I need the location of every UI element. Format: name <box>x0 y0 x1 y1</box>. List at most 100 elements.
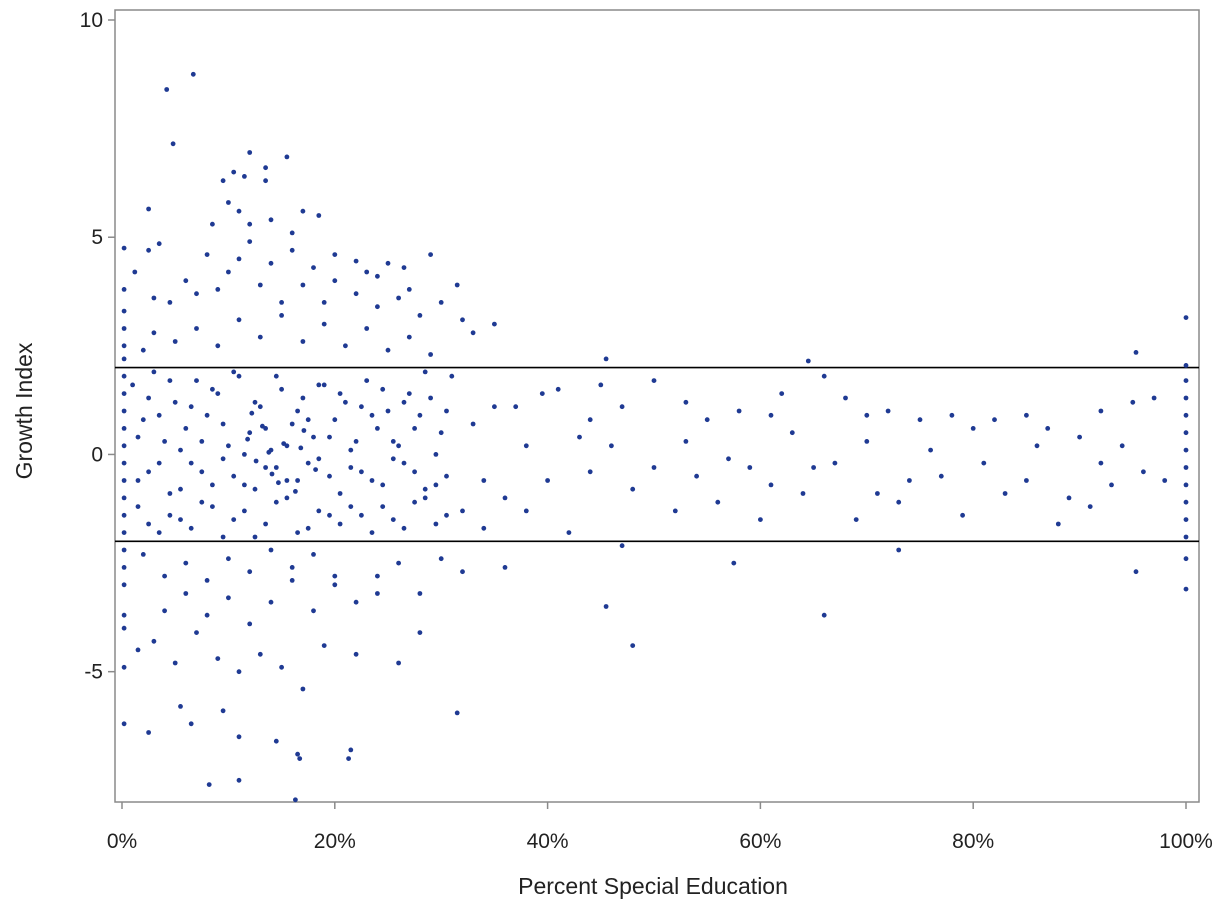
data-point <box>406 391 412 396</box>
data-point <box>412 469 417 475</box>
data-point <box>337 491 343 496</box>
data-point <box>385 408 391 414</box>
data-point <box>183 591 189 596</box>
data-point <box>215 287 221 292</box>
data-point <box>172 339 178 344</box>
data-point <box>343 343 348 349</box>
data-point <box>1183 412 1189 418</box>
y-tick-label: 5 <box>91 226 103 249</box>
data-point <box>380 504 386 509</box>
data-point <box>146 395 152 401</box>
data-point <box>1183 534 1189 540</box>
data-point <box>375 304 380 310</box>
data-point <box>316 382 322 388</box>
data-point <box>194 630 199 635</box>
data-point <box>276 480 281 486</box>
data-point <box>121 356 127 362</box>
data-point <box>284 154 290 160</box>
data-point <box>305 525 311 531</box>
data-point <box>204 412 210 418</box>
data-point <box>375 426 380 431</box>
data-point <box>226 200 231 205</box>
data-point <box>316 213 322 218</box>
data-point <box>178 517 183 522</box>
data-point <box>438 430 444 436</box>
data-point <box>121 408 127 414</box>
data-point <box>1183 499 1189 505</box>
data-point <box>406 287 412 292</box>
data-point <box>1183 363 1189 368</box>
data-point <box>295 408 300 414</box>
y-tick-label: -5 <box>84 661 103 684</box>
data-point <box>422 486 428 492</box>
data-point <box>194 326 199 331</box>
data-point <box>630 486 636 492</box>
data-point <box>843 395 848 401</box>
data-point <box>359 469 364 475</box>
data-point <box>121 664 127 670</box>
data-point <box>252 399 258 405</box>
data-point <box>960 512 965 518</box>
data-point <box>321 321 327 327</box>
data-point <box>194 378 199 383</box>
data-point <box>300 208 306 214</box>
data-point <box>896 499 902 505</box>
data-point <box>353 291 359 297</box>
data-point <box>231 169 237 175</box>
data-point <box>236 208 242 214</box>
data-point <box>172 660 178 666</box>
data-point <box>438 556 444 562</box>
data-point <box>297 756 303 761</box>
data-point <box>226 269 231 275</box>
data-point <box>1141 469 1146 475</box>
data-point <box>433 452 439 457</box>
data-point <box>121 547 127 553</box>
data-point <box>731 560 737 566</box>
data-point <box>444 473 449 479</box>
data-point <box>800 491 806 496</box>
data-point <box>140 552 146 557</box>
data-point <box>156 460 162 466</box>
data-point <box>353 258 359 264</box>
data-point <box>401 460 407 466</box>
data-point <box>1119 443 1125 449</box>
data-point <box>300 395 306 401</box>
data-point <box>300 339 306 344</box>
data-point <box>321 382 327 388</box>
data-point <box>301 428 307 433</box>
data-point <box>938 473 944 479</box>
data-point <box>146 247 152 253</box>
data-point <box>1183 517 1189 522</box>
data-point <box>167 378 173 383</box>
data-point <box>121 495 127 501</box>
data-point <box>1087 504 1093 509</box>
data-point <box>1133 569 1139 575</box>
data-point <box>210 221 215 227</box>
data-point <box>199 469 205 475</box>
data-point <box>190 71 196 77</box>
data-point <box>311 552 316 557</box>
data-point <box>1002 491 1008 496</box>
data-point <box>247 621 253 627</box>
x-tick-label: 0% <box>107 830 137 853</box>
data-point <box>204 252 210 257</box>
data-point <box>1183 556 1189 562</box>
data-point <box>266 449 272 455</box>
data-point <box>375 273 380 279</box>
data-point <box>460 569 465 575</box>
data-point <box>121 308 127 314</box>
data-point <box>183 426 189 431</box>
y-axis: 10 5 0 -5 <box>80 9 115 684</box>
data-point <box>715 499 721 505</box>
data-point <box>204 612 210 618</box>
data-point <box>396 660 401 666</box>
x-axis: 0% 20% 40% 60% 80% 100% <box>107 802 1213 853</box>
data-point <box>260 423 265 429</box>
data-point <box>257 282 263 288</box>
data-point <box>1024 478 1029 483</box>
data-point <box>428 252 433 257</box>
data-point <box>231 369 237 375</box>
data-point <box>390 439 396 444</box>
data-point <box>460 508 465 514</box>
